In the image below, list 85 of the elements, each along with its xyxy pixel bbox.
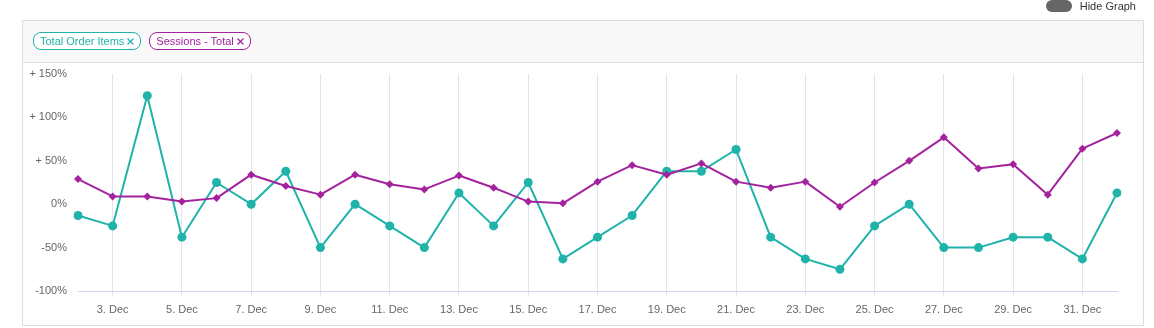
text: Hide Graph bbox=[1079, 0, 1136, 12]
point bbox=[905, 156, 914, 165]
point bbox=[385, 221, 395, 231]
y-tick-label: -50% bbox=[41, 240, 68, 253]
point bbox=[904, 199, 914, 209]
point bbox=[1077, 254, 1087, 264]
point bbox=[524, 197, 533, 206]
point bbox=[593, 177, 602, 186]
y-tick-label: 0% bbox=[51, 197, 68, 210]
point bbox=[628, 161, 637, 170]
point bbox=[870, 221, 880, 231]
point bbox=[593, 232, 602, 242]
point bbox=[247, 170, 256, 179]
point bbox=[939, 243, 949, 253]
point bbox=[1043, 190, 1052, 199]
x-tick-label: 19. Dec bbox=[647, 302, 687, 315]
point bbox=[351, 170, 360, 179]
point bbox=[246, 199, 256, 209]
point bbox=[143, 192, 152, 201]
point bbox=[800, 254, 810, 264]
point bbox=[1008, 232, 1018, 242]
point bbox=[766, 183, 775, 192]
point bbox=[1112, 188, 1122, 198]
point bbox=[973, 243, 983, 253]
point bbox=[74, 175, 82, 184]
x-tick-label: 3. Dec bbox=[96, 302, 130, 315]
x-tick-label: 17. Dec bbox=[578, 302, 617, 315]
x-tick-label: 23. Dec bbox=[786, 302, 825, 315]
point bbox=[835, 202, 844, 211]
point bbox=[177, 232, 187, 242]
x-tick-label: 5. Dec bbox=[166, 302, 199, 315]
point bbox=[732, 177, 741, 186]
point bbox=[731, 145, 741, 155]
point bbox=[1113, 129, 1121, 138]
point bbox=[870, 178, 879, 187]
point bbox=[420, 185, 429, 194]
point bbox=[108, 192, 117, 201]
point bbox=[766, 232, 776, 242]
point bbox=[419, 243, 429, 253]
point bbox=[316, 190, 325, 199]
y-tick-label: -100% bbox=[35, 284, 68, 297]
legend-label: Total Order Items bbox=[40, 35, 125, 47]
legend-label: Sessions - Total bbox=[156, 35, 234, 47]
point bbox=[627, 210, 637, 220]
point bbox=[697, 159, 706, 168]
x-tick-label: 29. Dec bbox=[994, 302, 1033, 315]
point bbox=[281, 181, 290, 190]
x-tick-label: 25. Dec bbox=[855, 302, 895, 315]
point bbox=[523, 178, 533, 187]
x-tick-label: 13. Dec bbox=[440, 302, 479, 315]
point bbox=[974, 164, 983, 173]
point bbox=[142, 91, 152, 101]
point bbox=[108, 221, 118, 231]
x-tick-label: 31. Dec bbox=[1063, 302, 1102, 315]
point bbox=[385, 180, 394, 189]
point bbox=[489, 183, 498, 192]
point bbox=[281, 166, 291, 176]
point bbox=[315, 243, 325, 253]
x-tick-label: 9. Dec bbox=[304, 302, 337, 315]
point bbox=[835, 264, 845, 274]
point bbox=[489, 221, 499, 231]
point bbox=[558, 199, 567, 208]
point bbox=[1043, 232, 1053, 242]
y-tick-label: + 50% bbox=[35, 153, 68, 166]
point bbox=[801, 177, 810, 186]
y-tick-label: + 100% bbox=[29, 110, 68, 123]
point bbox=[350, 199, 360, 209]
point bbox=[212, 178, 222, 187]
y-tick-label: + 150% bbox=[29, 67, 68, 80]
point bbox=[177, 197, 186, 206]
point bbox=[1078, 144, 1087, 153]
point bbox=[454, 188, 464, 198]
x-tick-label: 15. Dec bbox=[509, 302, 548, 315]
point bbox=[73, 210, 83, 220]
x-tick-label: 21. Dec bbox=[717, 302, 756, 315]
point bbox=[212, 194, 221, 203]
point bbox=[1009, 160, 1018, 169]
point bbox=[454, 171, 463, 180]
x-tick-label: 11. Dec bbox=[371, 302, 409, 315]
x-tick-label: 7. Dec bbox=[235, 302, 268, 315]
point bbox=[662, 170, 671, 179]
x-tick-label: 27. Dec bbox=[924, 302, 964, 315]
point bbox=[696, 166, 706, 176]
point bbox=[558, 254, 568, 264]
point bbox=[939, 133, 948, 142]
